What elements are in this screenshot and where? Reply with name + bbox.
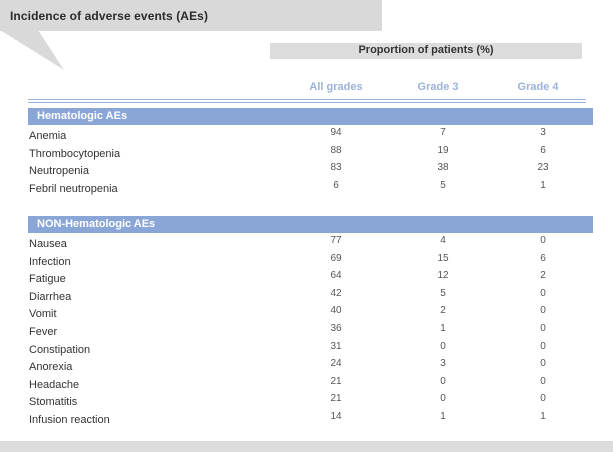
table-row: Constipation 31 0 0 <box>0 341 613 358</box>
section-header-non-hematologic: NON-Hematologic AEs <box>28 216 593 233</box>
table-row: Fever 36 1 0 <box>0 323 613 340</box>
header-divider-2 <box>28 102 586 103</box>
table-row: Diarrhea 42 5 0 <box>0 288 613 305</box>
value-all-grades: 64 <box>330 270 342 281</box>
ae-name: Infusion reaction <box>29 414 110 426</box>
value-all-grades: 94 <box>330 127 342 138</box>
value-all-grades: 83 <box>330 162 342 173</box>
ae-name: Neutropenia <box>29 165 89 177</box>
table-row: Infusion reaction 14 1 1 <box>0 411 613 428</box>
ae-name: Headache <box>29 379 80 391</box>
value-grade-4: 0 <box>540 393 546 404</box>
ae-name: Fever <box>29 326 58 338</box>
value-all-grades: 69 <box>330 253 342 264</box>
value-grade-4: 3 <box>540 127 546 138</box>
ae-name: Febril neutropenia <box>29 183 118 195</box>
value-grade-3: 2 <box>440 305 446 316</box>
value-all-grades: 36 <box>330 323 342 334</box>
value-grade-4: 23 <box>537 162 549 173</box>
value-grade-3: 0 <box>440 376 446 387</box>
value-grade-4: 0 <box>540 323 546 334</box>
ae-name: Vomit <box>29 308 57 320</box>
value-grade-3: 38 <box>437 162 449 173</box>
value-grade-3: 15 <box>437 253 449 264</box>
value-all-grades: 40 <box>330 305 342 316</box>
ae-name: Anemia <box>29 130 67 142</box>
table-row: Stomatitis 21 0 0 <box>0 393 613 410</box>
section-header-hematologic: Hematologic AEs <box>28 108 593 125</box>
section-title: NON-Hematologic AEs <box>37 218 156 230</box>
ae-name: Thrombocytopenia <box>29 148 121 160</box>
ae-name: Diarrhea <box>29 291 72 303</box>
value-grade-4: 0 <box>540 341 546 352</box>
section-title: Hematologic AEs <box>37 110 128 122</box>
value-grade-3: 3 <box>440 358 446 369</box>
value-grade-3: 5 <box>440 288 446 299</box>
value-grade-3: 0 <box>440 341 446 352</box>
footer-bar <box>0 441 613 452</box>
value-all-grades: 14 <box>330 411 342 422</box>
value-grade-4: 6 <box>540 145 546 156</box>
table-row: Febril neutropenia 6 5 1 <box>0 180 613 197</box>
value-grade-4: 0 <box>540 376 546 387</box>
table-row: Anorexia 24 3 0 <box>0 358 613 375</box>
value-grade-4: 1 <box>540 180 546 191</box>
value-grade-3: 1 <box>440 411 446 422</box>
value-grade-3: 1 <box>440 323 446 334</box>
value-all-grades: 21 <box>330 393 342 404</box>
value-grade-4: 0 <box>540 358 546 369</box>
header-pointer <box>0 30 64 70</box>
table-row: Thrombocytopenia 88 19 6 <box>0 145 613 162</box>
value-all-grades: 6 <box>333 180 339 191</box>
value-grade-4: 6 <box>540 253 546 264</box>
table-row: Vomit 40 2 0 <box>0 305 613 322</box>
value-grade-3: 4 <box>440 235 446 246</box>
value-grade-4: 2 <box>540 270 546 281</box>
value-grade-3: 7 <box>440 127 446 138</box>
table-row: Infection 69 15 6 <box>0 253 613 270</box>
table-row: Neutropenia 83 38 23 <box>0 162 613 179</box>
value-grade-3: 0 <box>440 393 446 404</box>
column-header-grade-4: Grade 4 <box>517 81 559 93</box>
table-row: Anemia 94 7 3 <box>0 127 613 144</box>
table-row: Nausea 77 4 0 <box>0 235 613 252</box>
ae-name: Infection <box>29 256 71 268</box>
proportion-header: Proportion of patients (%) <box>270 43 582 59</box>
ae-name: Anorexia <box>29 361 73 373</box>
ae-name: Fatigue <box>29 273 66 285</box>
column-header-grade-3: Grade 3 <box>417 81 459 93</box>
value-all-grades: 21 <box>330 376 342 387</box>
ae-name: Stomatitis <box>29 396 78 408</box>
value-grade-3: 5 <box>440 180 446 191</box>
value-grade-4: 0 <box>540 305 546 316</box>
value-all-grades: 77 <box>330 235 342 246</box>
table-row: Headache 21 0 0 <box>0 376 613 393</box>
column-header-all-grades: All grades <box>309 81 363 93</box>
value-grade-4: 0 <box>540 288 546 299</box>
value-grade-3: 19 <box>437 145 449 156</box>
header-divider <box>28 99 586 100</box>
value-grade-4: 0 <box>540 235 546 246</box>
value-all-grades: 88 <box>330 145 342 156</box>
ae-name: Nausea <box>29 238 67 250</box>
table-row: Fatigue 64 12 2 <box>0 270 613 287</box>
value-grade-4: 1 <box>540 411 546 422</box>
value-all-grades: 42 <box>330 288 342 299</box>
ae-name: Constipation <box>29 344 91 356</box>
value-all-grades: 31 <box>330 341 342 352</box>
value-all-grades: 24 <box>330 358 342 369</box>
value-grade-3: 12 <box>437 270 449 281</box>
proportion-label: Proportion of patients (%) <box>358 44 494 56</box>
header-bar: Incidence of adverse events (AEs) <box>0 0 382 31</box>
page-title: Incidence of adverse events (AEs) <box>10 9 209 23</box>
